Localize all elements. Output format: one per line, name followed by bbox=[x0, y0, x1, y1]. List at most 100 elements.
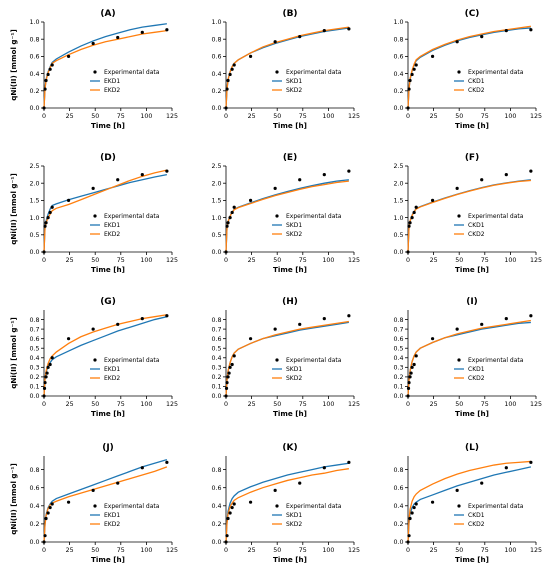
x-tick-label: 100 bbox=[140, 113, 152, 120]
panel-label: (B) bbox=[282, 9, 297, 19]
data-point bbox=[228, 365, 232, 369]
data-point bbox=[46, 216, 50, 220]
x-axis-label: Time [h] bbox=[91, 555, 125, 564]
data-point bbox=[347, 27, 351, 31]
data-point bbox=[45, 371, 49, 375]
data-point bbox=[408, 375, 412, 379]
data-point bbox=[66, 337, 71, 341]
y-tick-label: 0.0 bbox=[393, 105, 403, 112]
data-point bbox=[529, 460, 533, 464]
legend-label: Experimental data bbox=[104, 69, 160, 76]
legend-label: CKD1 bbox=[468, 78, 485, 85]
x-tick-label: 0 bbox=[42, 257, 46, 264]
x-tick-label: 125 bbox=[530, 257, 542, 264]
x-tick-label: 125 bbox=[166, 257, 178, 264]
data-point bbox=[455, 40, 459, 44]
data-point bbox=[42, 394, 46, 398]
data-point bbox=[48, 362, 52, 367]
y-tick-label: 0.4 bbox=[211, 503, 221, 510]
x-tick-label: 75 bbox=[481, 257, 489, 264]
data-point bbox=[140, 466, 144, 470]
legend-label: Experimental data bbox=[104, 357, 160, 364]
x-tick-label: 125 bbox=[348, 401, 360, 408]
data-point bbox=[455, 327, 459, 331]
x-tick-label: 0 bbox=[406, 547, 410, 554]
x-axis-label: Time [h] bbox=[91, 409, 125, 418]
y-tick-label: 0.8 bbox=[393, 467, 403, 474]
data-point bbox=[224, 386, 229, 390]
data-point bbox=[227, 371, 231, 375]
x-tick-label: 50 bbox=[91, 401, 99, 408]
data-point bbox=[406, 394, 410, 398]
data-point bbox=[407, 87, 411, 91]
data-point bbox=[406, 250, 410, 254]
x-tick-label: 0 bbox=[224, 257, 228, 264]
legend-label: Experimental data bbox=[468, 69, 524, 76]
y-tick-label: 0.8 bbox=[29, 467, 39, 474]
y-axis-label: qNi(II) [mmol g⁻¹] bbox=[9, 317, 18, 389]
data-point bbox=[273, 327, 277, 331]
legend-label: EKD1 bbox=[104, 512, 120, 519]
panel-label: (I) bbox=[466, 297, 478, 307]
data-point bbox=[116, 35, 120, 40]
x-tick-label: 50 bbox=[273, 257, 281, 264]
y-tick-label: 0.0 bbox=[29, 539, 39, 546]
panel-label: (J) bbox=[102, 443, 114, 453]
y-tick-label: 0.0 bbox=[211, 105, 221, 112]
x-tick-label: 0 bbox=[42, 113, 46, 120]
legend-label: EKD2 bbox=[104, 521, 120, 528]
data-point bbox=[322, 466, 326, 470]
data-point bbox=[43, 381, 47, 385]
data-point bbox=[230, 362, 234, 367]
x-tick-label: 0 bbox=[224, 401, 228, 408]
panel-label: (E) bbox=[283, 153, 297, 163]
panel-f: (F) 0 25 50 75 100 125 0.0 0.5 1.0 1.5 2.0 2.5 Time [… bbox=[393, 153, 542, 274]
series-line-skd1 bbox=[225, 27, 349, 109]
x-tick-label: 125 bbox=[348, 113, 360, 120]
data-point bbox=[224, 394, 228, 398]
panel-d: (D) 0 25 50 75 100 125 0.0 0.5 1.0 1.5 2.0 2.5 Time [… bbox=[9, 153, 178, 274]
panel-g: (G) 0 25 50 75 100 125 0.0 0.1 0.2 0.3 0.4 0.5 0.6 0.7… bbox=[9, 297, 178, 418]
data-point bbox=[224, 540, 228, 544]
data-point bbox=[140, 173, 144, 177]
y-tick-label: 2.0 bbox=[211, 180, 221, 187]
data-point bbox=[232, 205, 236, 209]
data-point bbox=[226, 375, 230, 379]
data-point bbox=[116, 481, 120, 485]
data-point bbox=[46, 365, 50, 369]
y-tick-label: 0.2 bbox=[29, 88, 39, 95]
x-tick-label: 125 bbox=[348, 257, 360, 264]
data-point bbox=[48, 67, 52, 71]
x-tick-label: 0 bbox=[42, 547, 46, 554]
data-point bbox=[273, 40, 277, 44]
x-tick-label: 100 bbox=[504, 401, 516, 408]
data-point bbox=[406, 106, 410, 110]
x-tick-label: 125 bbox=[530, 113, 542, 120]
y-tick-label: 0.0 bbox=[211, 249, 221, 256]
x-tick-label: 25 bbox=[66, 113, 74, 120]
data-point bbox=[412, 67, 416, 71]
legend: Experimental data SKD1 SKD2 bbox=[272, 69, 342, 94]
x-tick-label: 50 bbox=[455, 257, 463, 264]
data-point bbox=[226, 78, 230, 83]
legend: Experimental data SKD1 SKD2 bbox=[272, 503, 342, 528]
data-point bbox=[226, 221, 230, 225]
x-tick-label: 75 bbox=[117, 257, 125, 264]
data-point bbox=[50, 356, 54, 360]
y-tick-label: 2.5 bbox=[211, 163, 221, 170]
y-tick-label: 0.2 bbox=[29, 521, 39, 528]
x-tick-label: 25 bbox=[66, 401, 74, 408]
y-tick-label: 0.6 bbox=[29, 485, 39, 492]
panel-i: (I) 0 25 50 75 100 125 0.0 0.1 0.2 0.3 0.4 0.5 0.6 0.7… bbox=[393, 297, 542, 418]
x-tick-label: 100 bbox=[504, 257, 516, 264]
legend: Experimental data EKD1 EKD2 bbox=[90, 357, 160, 382]
x-tick-label: 25 bbox=[248, 257, 256, 264]
y-tick-label: 0.6 bbox=[29, 54, 39, 61]
legend-label: CKD1 bbox=[468, 366, 485, 373]
x-tick-label: 75 bbox=[299, 113, 307, 120]
x-tick-label: 50 bbox=[273, 113, 281, 120]
y-tick-label: 0.2 bbox=[211, 521, 221, 528]
x-tick-label: 25 bbox=[66, 547, 74, 554]
legend-label: SKD1 bbox=[286, 512, 302, 519]
y-tick-label: 1.5 bbox=[393, 198, 403, 205]
